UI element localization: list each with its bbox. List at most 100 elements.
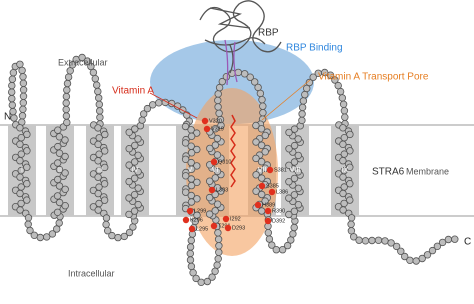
residue-bead (18, 66, 26, 75)
rbp-binding-label: RBP Binding (286, 43, 343, 54)
residue-bead (125, 210, 133, 219)
residue-bead (346, 196, 354, 204)
residue-label: I292 (230, 216, 241, 222)
residue-bead (134, 167, 142, 176)
residue-label: V319 (211, 126, 224, 132)
residue-bead (187, 132, 196, 140)
residue-bead (252, 138, 260, 146)
residue-bead (406, 256, 414, 264)
residue-bead (444, 235, 453, 244)
residue-bead (206, 144, 214, 153)
residue-bead (187, 165, 196, 173)
residue-bead (294, 200, 303, 209)
residue-bead (94, 189, 102, 198)
residue-bead (36, 233, 44, 242)
vitamin-a-molecule (230, 114, 236, 188)
residue-bead (83, 57, 92, 65)
residue-bead (89, 68, 98, 77)
residue-bead (125, 177, 133, 186)
residue-label: L299 (194, 208, 206, 214)
residue-bead (347, 220, 355, 228)
residue-bead (214, 90, 222, 98)
residue-bead (289, 230, 297, 238)
membrane-label: Membrane (406, 166, 449, 176)
key-residue (222, 215, 230, 223)
residue-bead (213, 261, 221, 269)
residue-bead (181, 122, 190, 131)
residue-bead (18, 112, 27, 120)
residue-bead (339, 189, 347, 198)
residue-bead (62, 105, 70, 114)
residue-bead (186, 249, 194, 258)
residue-bead (290, 191, 299, 199)
residue-bead (102, 214, 111, 222)
residue-bead (215, 83, 224, 92)
residue-bead (125, 194, 133, 202)
retinol-ribbon (224, 39, 238, 86)
residue-bead (350, 233, 358, 241)
residue-bead (252, 187, 260, 195)
residue-bead (258, 95, 266, 104)
residue-bead (338, 94, 346, 102)
residue-bead (130, 190, 139, 199)
residue-bead (100, 196, 109, 204)
residue-bead (130, 158, 139, 166)
residue-bead (19, 73, 27, 81)
residue-bead (24, 214, 33, 222)
residue-bead (19, 79, 28, 87)
residue-bead (143, 104, 152, 113)
rbp-structure (199, 0, 282, 86)
residue-bead (258, 190, 266, 199)
residue-bead (53, 208, 62, 216)
residue-bead (451, 235, 459, 243)
residue-bead (211, 141, 220, 149)
residue-bead (346, 130, 354, 139)
residue-bead (91, 74, 99, 83)
residue-bead (197, 278, 205, 286)
residue-bead (94, 206, 102, 214)
residue-bead (54, 159, 62, 167)
residue-bead (61, 136, 69, 144)
residue-label: L303 (216, 187, 228, 193)
protein-label: STRA6 (372, 167, 405, 178)
key-residue (210, 158, 218, 166)
residue-bead (138, 116, 146, 124)
residue-bead (95, 107, 104, 115)
residue-bead (130, 174, 139, 182)
residue-bead (368, 236, 376, 245)
residue-bead (139, 110, 148, 118)
residue-bead (250, 78, 259, 86)
residue-label: D392 (272, 218, 285, 224)
helix-label: III (97, 167, 103, 174)
vitamin-a-pointer (149, 92, 198, 119)
residue-bead (130, 207, 139, 215)
residue-bead (16, 189, 24, 198)
residue-bead (257, 125, 266, 133)
helix-label: VII (258, 167, 267, 174)
residue-bead (418, 254, 426, 263)
residue-bead (272, 245, 280, 254)
residue-bead (205, 193, 214, 202)
residue-bead (214, 229, 222, 237)
residue-bead (347, 214, 356, 222)
residue-bead (78, 53, 86, 62)
residue-bead (125, 228, 134, 237)
residue-bead (8, 94, 16, 103)
residue-bead (268, 241, 276, 249)
residue-bead (68, 61, 77, 69)
key-residue (203, 125, 211, 133)
residue-bead (346, 163, 354, 171)
residue-bead (381, 237, 389, 245)
residue-bead (62, 92, 71, 101)
residue-bead (61, 201, 69, 210)
residue-label: S385 (266, 183, 279, 189)
residue-bead (55, 165, 64, 174)
residue-bead (299, 97, 308, 105)
residue-bead (294, 151, 302, 160)
residue-bead (63, 86, 71, 94)
key-residue (254, 201, 262, 209)
helix-label: I (21, 167, 23, 174)
residue-label: L386 (276, 189, 288, 195)
residue-label: V320 (209, 118, 222, 124)
residue-bead (94, 94, 103, 102)
